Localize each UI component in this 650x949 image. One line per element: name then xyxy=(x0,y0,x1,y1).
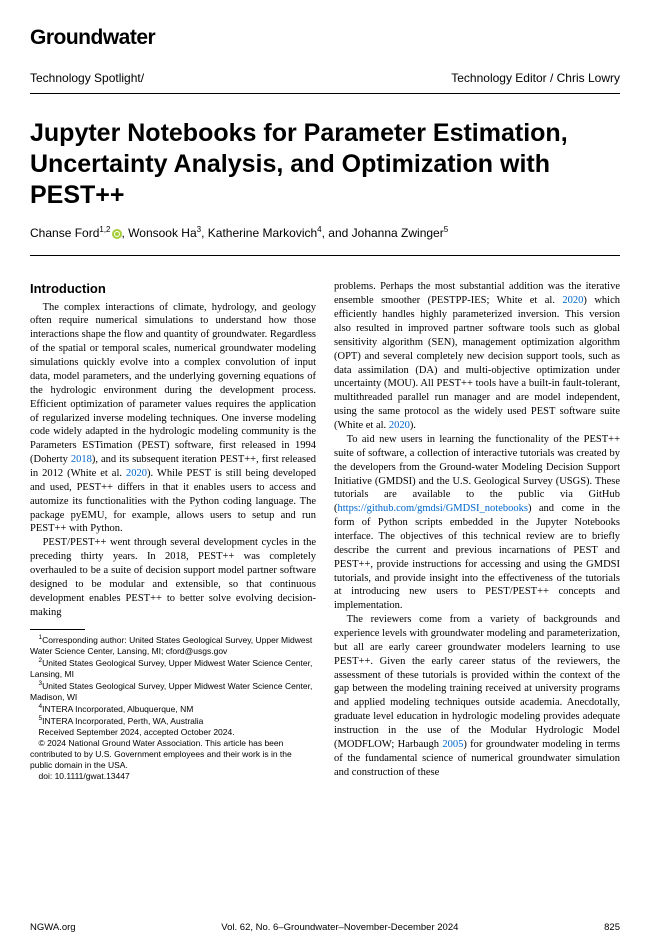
authors-line: Chanse Ford1,2, Wonsook Ha3, Katherine M… xyxy=(30,225,620,256)
author-name: Chanse Ford xyxy=(30,226,99,240)
journal-title: Groundwater xyxy=(30,24,620,52)
author-affil-sup: 1,2 xyxy=(99,225,110,234)
section-label: Technology Spotlight/ xyxy=(30,70,144,86)
footer-page-number: 825 xyxy=(604,922,620,935)
doi-line: doi: 10.1111/gwat.13447 xyxy=(30,771,316,782)
paragraph: The complex interactions of climate, hyd… xyxy=(30,301,316,537)
author-name: , Wonsook Ha xyxy=(122,226,197,240)
affiliations-block: 1Corresponding author: United States Geo… xyxy=(30,634,316,782)
right-column: problems. Perhaps the most substantial a… xyxy=(334,280,620,782)
author-name: , Katherine Markovich xyxy=(201,226,317,240)
paragraph: To aid new users in learning the functio… xyxy=(334,433,620,613)
footer-issue: Vol. 62, No. 6–Groundwater–November-Dece… xyxy=(221,922,458,935)
body-text: The complex interactions of climate, hyd… xyxy=(30,302,316,465)
affil-text: INTERA Incorporated, Perth, WA, Australi… xyxy=(42,716,203,726)
paragraph: The reviewers come from a variety of bac… xyxy=(334,613,620,779)
citation-link[interactable]: 2020 xyxy=(562,295,583,306)
author-name: , and Johanna Zwinger xyxy=(322,226,444,240)
affil-text: United States Geological Survey, Upper M… xyxy=(30,681,312,702)
citation-link[interactable]: 2020 xyxy=(389,420,410,431)
affil-text: United States Geological Survey, Upper M… xyxy=(30,658,312,679)
citation-link[interactable]: 2018 xyxy=(71,454,92,465)
affiliation: 5INTERA Incorporated, Perth, WA, Austral… xyxy=(30,715,316,727)
citation-link[interactable]: 2020 xyxy=(126,468,147,479)
copyright-line: © 2024 National Ground Water Association… xyxy=(30,738,316,771)
citation-link[interactable]: 2005 xyxy=(442,739,463,750)
section-header-row: Technology Spotlight/ Technology Editor … xyxy=(30,70,620,93)
author-affil-sup: 5 xyxy=(444,225,448,234)
affil-text: Corresponding author: United States Geol… xyxy=(30,635,312,656)
body-text: ) which efficiently handles highly param… xyxy=(334,295,620,431)
paragraph: PEST/PEST++ went through several develop… xyxy=(30,536,316,619)
affiliation: 2United States Geological Survey, Upper … xyxy=(30,657,316,680)
body-text: The reviewers come from a variety of bac… xyxy=(334,614,620,750)
left-column: Introduction The complex interactions of… xyxy=(30,280,316,782)
editor-line: Technology Editor / Chris Lowry xyxy=(451,70,620,86)
affiliation: 3United States Geological Survey, Upper … xyxy=(30,680,316,703)
affiliation-rule xyxy=(30,629,85,630)
page-footer: NGWA.org Vol. 62, No. 6–Groundwater–Nove… xyxy=(30,922,620,935)
orcid-icon[interactable] xyxy=(112,229,122,239)
affiliation: 1Corresponding author: United States Geo… xyxy=(30,634,316,657)
body-text: ). xyxy=(410,420,416,431)
body-text: ) and come in the form of Python scripts… xyxy=(334,503,620,611)
affiliation: 4INTERA Incorporated, Albuquerque, NM xyxy=(30,703,316,715)
received-line: Received September 2024, accepted Octobe… xyxy=(30,727,316,738)
footer-site: NGWA.org xyxy=(30,922,76,935)
section-heading-introduction: Introduction xyxy=(30,280,316,297)
paragraph: problems. Perhaps the most substantial a… xyxy=(334,280,620,432)
two-column-body: Introduction The complex interactions of… xyxy=(30,280,620,782)
article-title: Jupyter Notebooks for Parameter Estimati… xyxy=(30,118,620,212)
github-link[interactable]: https://github.com/gmdsi/GMDSI_notebooks xyxy=(338,503,528,514)
affil-text: INTERA Incorporated, Albuquerque, NM xyxy=(42,704,193,714)
